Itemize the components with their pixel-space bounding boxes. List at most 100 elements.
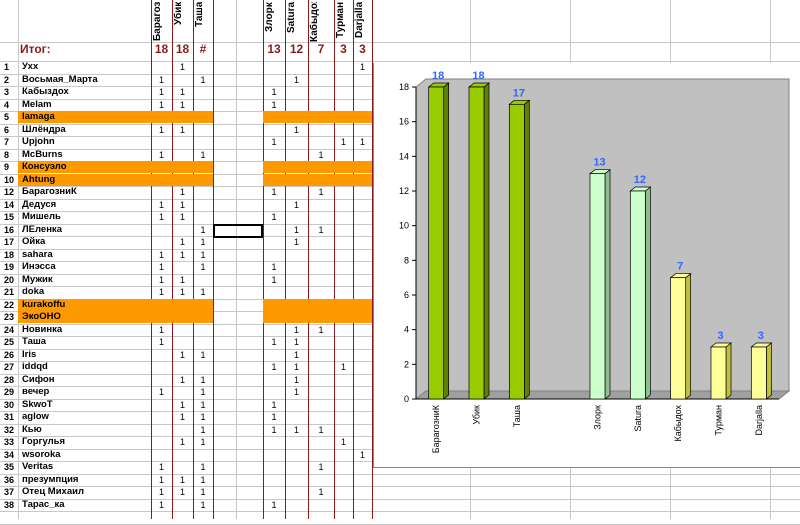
cell-value[interactable]: 1 [200, 237, 206, 247]
cell-value[interactable]: 1 [179, 125, 185, 135]
cell-value[interactable]: 1 [293, 375, 299, 385]
cell-value[interactable]: 1 [158, 387, 164, 397]
cell-value[interactable]: 1 [340, 362, 346, 372]
cell-value[interactable]: 1 [179, 212, 185, 222]
cell-value[interactable]: 1 [318, 325, 324, 335]
cell-value[interactable]: 1 [158, 325, 164, 335]
cell-value[interactable]: 1 [179, 412, 185, 422]
cell-value[interactable]: 1 [179, 250, 185, 260]
cell-value[interactable]: 1 [158, 475, 164, 485]
cell-value[interactable]: 1 [200, 500, 206, 510]
cell-value[interactable]: 1 [179, 187, 185, 197]
cell-value[interactable]: 1 [179, 87, 185, 97]
selected-cell[interactable] [213, 224, 263, 238]
cell-value[interactable]: 1 [271, 137, 277, 147]
cell-value[interactable]: 1 [318, 487, 324, 497]
cell-value[interactable]: 1 [158, 275, 164, 285]
cell-value[interactable]: 1 [158, 150, 164, 160]
cell-value[interactable]: 1 [158, 125, 164, 135]
cell-value[interactable]: 1 [200, 387, 206, 397]
cell-value[interactable]: 1 [271, 100, 277, 110]
cell-value[interactable]: 1 [271, 425, 277, 435]
cell-value[interactable]: 1 [200, 250, 206, 260]
cell-value[interactable]: 1 [318, 425, 324, 435]
cell-value[interactable]: 1 [271, 212, 277, 222]
cell-value[interactable]: 1 [200, 225, 206, 235]
cell-value[interactable]: 1 [179, 400, 185, 410]
cell-value[interactable]: 1 [200, 350, 206, 360]
cell-value[interactable]: 1 [179, 475, 185, 485]
cell-value[interactable]: 1 [293, 75, 299, 85]
cell-value[interactable]: 1 [200, 425, 206, 435]
row-number: 37 [4, 487, 15, 497]
cell-value[interactable]: 1 [179, 375, 185, 385]
cell-value[interactable]: 1 [359, 137, 365, 147]
cell-value[interactable]: 1 [200, 487, 206, 497]
cell-value[interactable]: 1 [158, 287, 164, 297]
cell-value[interactable]: 1 [158, 87, 164, 97]
cell-value[interactable]: 1 [200, 412, 206, 422]
cell-value[interactable]: 1 [158, 337, 164, 347]
cell-value[interactable]: 1 [179, 287, 185, 297]
cell-value[interactable]: 1 [179, 350, 185, 360]
cell-value[interactable]: 1 [293, 125, 299, 135]
cell-value[interactable]: 1 [200, 375, 206, 385]
grid-line [0, 486, 800, 487]
cell-value[interactable]: 1 [293, 325, 299, 335]
cell-value[interactable]: 1 [158, 200, 164, 210]
cell-value[interactable]: 1 [340, 437, 346, 447]
cell-value[interactable]: 1 [200, 75, 206, 85]
cell-value[interactable]: 1 [293, 200, 299, 210]
cell-value[interactable]: 1 [271, 187, 277, 197]
row-name: McBurns [22, 149, 63, 160]
cell-value[interactable]: 1 [158, 75, 164, 85]
cell-value[interactable]: 1 [179, 237, 185, 247]
cell-value[interactable]: 1 [271, 400, 277, 410]
cell-value[interactable]: 1 [271, 337, 277, 347]
cell-value[interactable]: 1 [271, 275, 277, 285]
cell-value[interactable]: 1 [158, 500, 164, 510]
cell-value[interactable]: 1 [200, 462, 206, 472]
cell-value[interactable]: 1 [271, 500, 277, 510]
data-label: 17 [513, 87, 525, 99]
cell-value[interactable]: 1 [158, 100, 164, 110]
cell-value[interactable]: 1 [271, 262, 277, 272]
cell-value[interactable]: 1 [271, 87, 277, 97]
cell-value[interactable]: 1 [179, 100, 185, 110]
cell-value[interactable]: 1 [340, 137, 346, 147]
cell-value[interactable]: 1 [359, 450, 365, 460]
cell-value[interactable]: 1 [293, 337, 299, 347]
cell-value[interactable]: 1 [293, 237, 299, 247]
cell-value[interactable]: 1 [158, 212, 164, 222]
cell-value[interactable]: 1 [293, 362, 299, 372]
cell-value[interactable]: 1 [179, 200, 185, 210]
cell-value[interactable]: 1 [158, 262, 164, 272]
row-number: 35 [4, 462, 15, 472]
cell-value[interactable]: 1 [179, 437, 185, 447]
cell-value[interactable]: 1 [293, 425, 299, 435]
cell-value[interactable]: 1 [318, 150, 324, 160]
cell-value[interactable]: 1 [318, 225, 324, 235]
chart-area[interactable]: 0 2 4 6 8 10 12 14 16 18 18 БарагозниК 18 Убик 17 Таша 1… [373, 63, 800, 468]
cell-value[interactable]: 1 [200, 437, 206, 447]
cell-value[interactable]: 1 [318, 462, 324, 472]
cell-value[interactable]: 1 [271, 362, 277, 372]
cell-value[interactable]: 1 [158, 462, 164, 472]
cell-value[interactable]: 1 [200, 400, 206, 410]
cell-value[interactable]: 1 [293, 350, 299, 360]
cell-value[interactable]: 1 [200, 150, 206, 160]
cell-value[interactable]: 1 [179, 487, 185, 497]
cell-value[interactable]: 1 [200, 475, 206, 485]
bar-side [685, 272, 692, 400]
cell-value[interactable]: 1 [359, 62, 365, 72]
cell-value[interactable]: 1 [158, 487, 164, 497]
cell-value[interactable]: 1 [200, 287, 206, 297]
cell-value[interactable]: 1 [318, 187, 324, 197]
cell-value[interactable]: 1 [293, 225, 299, 235]
cell-value[interactable]: 1 [158, 250, 164, 260]
cell-value[interactable]: 1 [271, 412, 277, 422]
cell-value[interactable]: 1 [179, 275, 185, 285]
cell-value[interactable]: 1 [200, 262, 206, 272]
cell-value[interactable]: 1 [179, 62, 185, 72]
cell-value[interactable]: 1 [293, 387, 299, 397]
